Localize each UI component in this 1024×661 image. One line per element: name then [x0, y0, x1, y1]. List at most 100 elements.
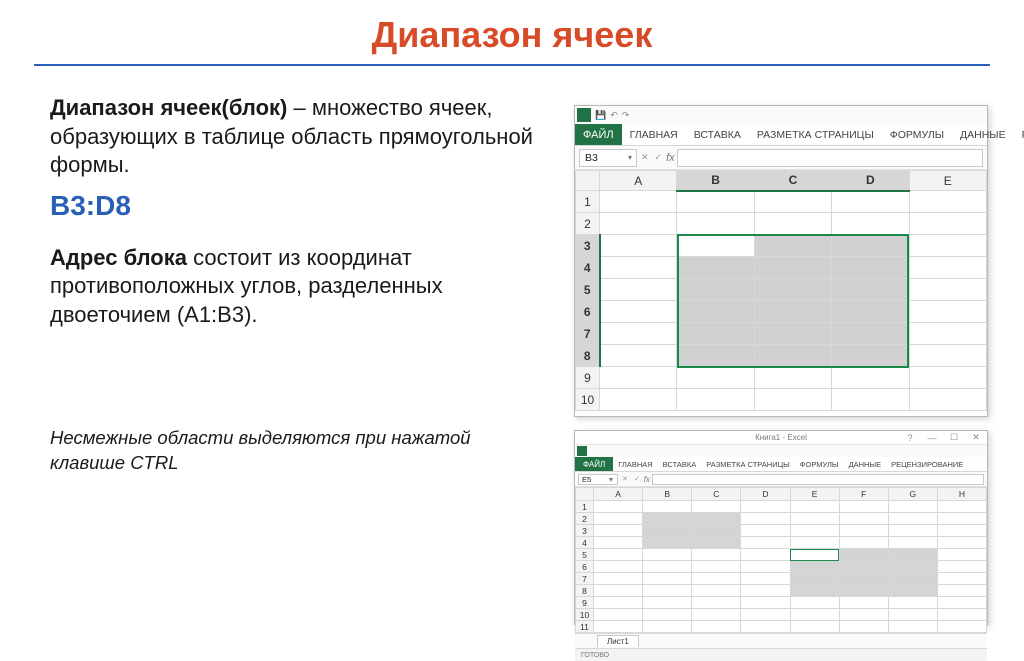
cell[interactable] [839, 585, 888, 597]
cell[interactable] [790, 525, 839, 537]
cell[interactable] [754, 323, 831, 345]
cell[interactable] [643, 501, 692, 513]
tab-data[interactable]: ДАННЫЕ [952, 124, 1014, 145]
cell[interactable] [677, 345, 754, 367]
cell[interactable] [741, 561, 790, 573]
tab-page-layout[interactable]: РАЗМЕТКА СТРАНИЦЫ [701, 457, 794, 471]
col-header[interactable]: D [741, 488, 790, 501]
row-header[interactable]: 4 [576, 257, 600, 279]
cell[interactable] [790, 585, 839, 597]
cell[interactable] [677, 301, 754, 323]
cell[interactable] [600, 279, 677, 301]
cell[interactable] [790, 609, 839, 621]
cell[interactable] [832, 213, 909, 235]
cell[interactable] [888, 609, 937, 621]
sheet-tab[interactable]: Лист1 [597, 635, 639, 647]
qat-undo-icon[interactable]: ↶ [610, 110, 618, 121]
cell[interactable] [594, 585, 643, 597]
cell[interactable] [754, 235, 831, 257]
cell[interactable] [692, 585, 741, 597]
row-header[interactable]: 6 [576, 301, 600, 323]
cell[interactable] [600, 213, 677, 235]
cell[interactable] [594, 513, 643, 525]
cell[interactable] [741, 549, 790, 561]
col-header[interactable]: F [839, 488, 888, 501]
cell[interactable] [888, 513, 937, 525]
cell[interactable] [600, 191, 677, 213]
tab-review[interactable]: РЕЦЕН [1014, 124, 1024, 145]
row-header[interactable]: 5 [576, 279, 600, 301]
cell[interactable] [790, 621, 839, 633]
formula-input[interactable] [677, 149, 983, 167]
cell[interactable] [677, 389, 754, 411]
cell[interactable] [839, 525, 888, 537]
cell[interactable] [832, 367, 909, 389]
cell[interactable] [909, 213, 986, 235]
cell[interactable] [594, 597, 643, 609]
cell[interactable] [754, 367, 831, 389]
cell[interactable] [741, 525, 790, 537]
cell[interactable] [839, 609, 888, 621]
cell[interactable] [832, 191, 909, 213]
cell[interactable] [909, 345, 986, 367]
cell[interactable] [937, 621, 986, 633]
cell[interactable] [888, 573, 937, 585]
spreadsheet-grid[interactable]: ABCDE12345678910 [575, 170, 987, 411]
cell[interactable] [937, 513, 986, 525]
cell[interactable] [790, 573, 839, 585]
col-header[interactable]: A [600, 171, 677, 191]
cell[interactable] [790, 597, 839, 609]
tab-home[interactable]: ГЛАВНАЯ [613, 457, 657, 471]
cell[interactable] [754, 213, 831, 235]
cell[interactable] [754, 279, 831, 301]
tab-insert[interactable]: ВСТАВКА [686, 124, 749, 145]
row-header[interactable]: 8 [576, 585, 594, 597]
cell[interactable] [643, 561, 692, 573]
cell[interactable] [909, 235, 986, 257]
cell[interactable] [643, 621, 692, 633]
cell[interactable] [790, 549, 839, 561]
name-box[interactable]: E5 [578, 474, 618, 485]
cell[interactable] [839, 537, 888, 549]
cell[interactable] [909, 257, 986, 279]
tab-formulas[interactable]: ФОРМУЛЫ [795, 457, 844, 471]
cell[interactable] [909, 279, 986, 301]
cell[interactable] [594, 525, 643, 537]
cell[interactable] [643, 549, 692, 561]
cell[interactable] [692, 537, 741, 549]
cell[interactable] [909, 323, 986, 345]
cell[interactable] [677, 367, 754, 389]
cell[interactable] [600, 257, 677, 279]
cell[interactable] [839, 561, 888, 573]
cell[interactable] [600, 345, 677, 367]
cell[interactable] [643, 537, 692, 549]
cell[interactable] [692, 621, 741, 633]
cell[interactable] [677, 279, 754, 301]
tab-page-layout[interactable]: РАЗМЕТКА СТРАНИЦЫ [749, 124, 882, 145]
row-header[interactable]: 7 [576, 573, 594, 585]
cell[interactable] [643, 525, 692, 537]
col-header[interactable]: B [643, 488, 692, 501]
cell[interactable] [594, 609, 643, 621]
row-header[interactable]: 8 [576, 345, 600, 367]
cell[interactable] [937, 501, 986, 513]
tab-formulas[interactable]: ФОРМУЛЫ [882, 124, 952, 145]
tab-data[interactable]: ДАННЫЕ [844, 457, 887, 471]
col-header[interactable]: E [790, 488, 839, 501]
tab-insert[interactable]: ВСТАВКА [658, 457, 702, 471]
cell[interactable] [594, 561, 643, 573]
cell[interactable] [937, 537, 986, 549]
cell[interactable] [741, 573, 790, 585]
cell[interactable] [643, 609, 692, 621]
cell[interactable] [790, 537, 839, 549]
col-header[interactable]: C [692, 488, 741, 501]
col-header[interactable]: A [594, 488, 643, 501]
cell[interactable] [594, 549, 643, 561]
row-header[interactable]: 10 [576, 389, 600, 411]
cell[interactable] [692, 597, 741, 609]
cell[interactable] [677, 213, 754, 235]
cell[interactable] [677, 257, 754, 279]
cell[interactable] [600, 323, 677, 345]
cell[interactable] [790, 513, 839, 525]
col-header[interactable]: B [677, 171, 754, 191]
